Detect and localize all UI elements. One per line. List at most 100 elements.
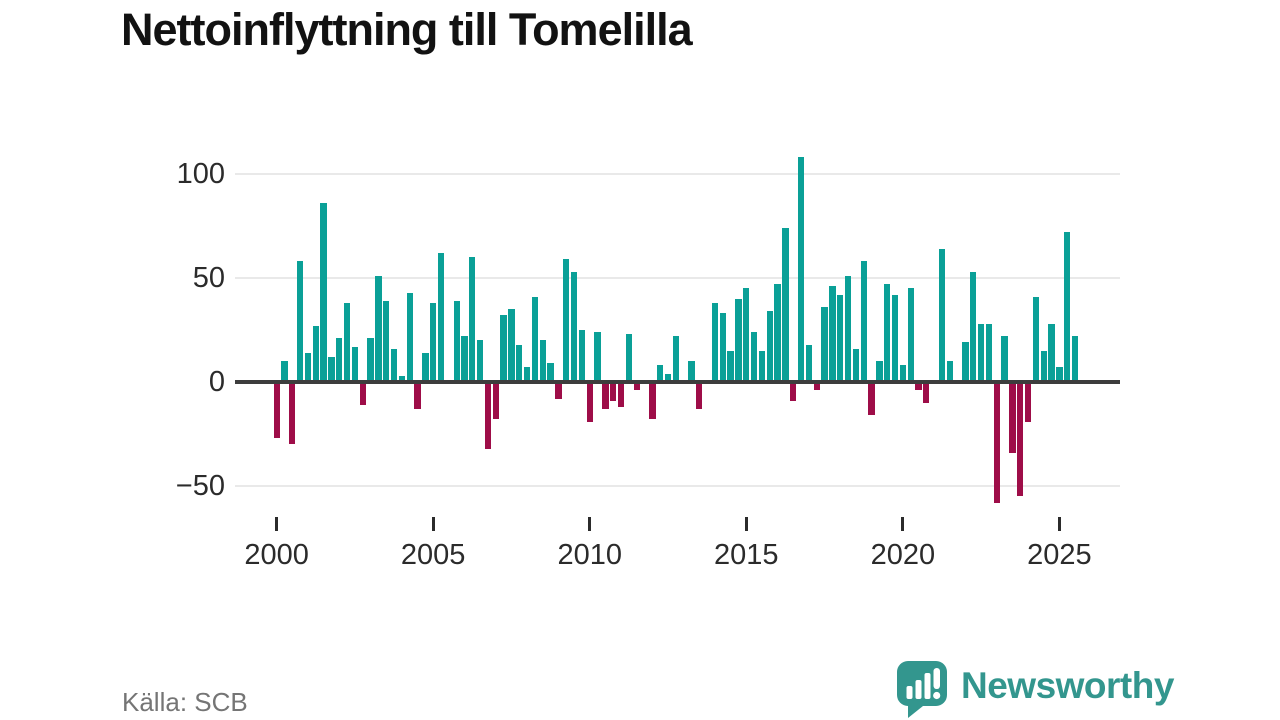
x-tick-2010 — [588, 517, 592, 531]
bar-2009-q2 — [563, 259, 570, 382]
bar-2006-q1 — [461, 336, 468, 382]
bar-2002-q4 — [359, 382, 366, 405]
bar-2018-q1 — [837, 294, 844, 382]
bar-2011-q2 — [625, 334, 633, 382]
newsworthy-logo: Newsworthy — [896, 661, 1174, 719]
bar-2013-q2 — [688, 361, 695, 382]
bar-2022-q1 — [962, 342, 969, 382]
bar-2017-q3 — [821, 307, 828, 382]
bar-2024-q3 — [1040, 350, 1047, 382]
bar-2012-q1 — [649, 382, 656, 420]
bar-2005-q2 — [437, 253, 445, 382]
bar-2020-q1 — [899, 365, 906, 382]
bar-2008-q3 — [539, 340, 546, 382]
bar-2002-q1 — [336, 338, 343, 382]
x-tick-2020 — [901, 517, 905, 531]
bar-2001-q2 — [312, 325, 319, 382]
bar-2016-q4 — [797, 157, 805, 382]
bar-2010-q3 — [602, 382, 609, 410]
bar-2011-q3 — [633, 382, 640, 391]
bar-2015-q2 — [750, 332, 758, 382]
bar-2011-q1 — [617, 382, 625, 407]
bar-2022-q2 — [970, 271, 977, 382]
bar-2007-q2 — [500, 315, 507, 382]
bar-2004-q1 — [398, 375, 406, 382]
bar-2016-q2 — [782, 228, 789, 382]
gridline-50 — [235, 277, 1120, 279]
gridline-100 — [235, 173, 1120, 175]
y-axis-label-50: 50 — [192, 262, 225, 294]
bar-2017-q1 — [805, 344, 813, 382]
bar-2010-q1 — [586, 382, 593, 422]
bar-2023-q4 — [1017, 382, 1024, 497]
bar-2014-q2 — [719, 313, 726, 382]
y-axis-label-0: 0 — [208, 366, 225, 398]
bar-2020-q3 — [915, 382, 922, 391]
bar-2021-q3 — [946, 361, 953, 382]
bar-2009-q3 — [570, 271, 578, 382]
bar-2012-q4 — [672, 336, 679, 382]
bar-2019-q4 — [891, 294, 899, 382]
bar-2005-q4 — [453, 300, 460, 382]
bar-2008-q2 — [531, 296, 539, 382]
bar-2000-q2 — [281, 361, 288, 382]
bar-2003-q2 — [375, 275, 382, 382]
bar-2008-q4 — [547, 363, 554, 382]
bar-2006-q2 — [469, 257, 476, 382]
newsworthy-logo-icon — [897, 661, 947, 718]
source-note: Källa: SCB — [122, 687, 248, 717]
x-axis-label-2010: 2010 — [557, 539, 622, 571]
bar-2002-q2 — [343, 302, 351, 382]
x-tick-2005 — [431, 517, 435, 531]
x-axis-label-2025: 2025 — [1027, 539, 1092, 571]
bar-2018-q4 — [860, 261, 867, 382]
bar-2025-q3 — [1071, 336, 1079, 382]
bar-2022-q4 — [985, 323, 993, 382]
bar-2017-q2 — [813, 382, 820, 391]
bar-2023-q3 — [1009, 382, 1016, 453]
bar-2003-q1 — [367, 338, 374, 382]
bar-2001-q3 — [320, 203, 327, 382]
bar-2004-q3 — [414, 382, 421, 410]
bar-2014-q4 — [735, 298, 742, 382]
bar-2014-q1 — [711, 302, 719, 382]
bar-2020-q2 — [907, 288, 914, 382]
bar-2012-q3 — [664, 373, 672, 382]
bar-2020-q4 — [923, 382, 930, 403]
bar-2010-q4 — [610, 382, 617, 401]
x-tick-2000 — [275, 517, 279, 531]
bar-2016-q3 — [790, 382, 797, 401]
bar-2017-q4 — [829, 286, 836, 382]
x-axis-label-2005: 2005 — [400, 539, 466, 571]
y-axis-label-100: 100 — [176, 158, 225, 190]
bar-2019-q1 — [868, 382, 875, 416]
gridline--50 — [235, 485, 1120, 487]
bar-2001-q4 — [328, 357, 335, 382]
bar-2007-q4 — [516, 344, 523, 382]
bar-2008-q1 — [523, 367, 531, 382]
x-axis-label-2000: 2000 — [244, 539, 309, 571]
bar-2006-q3 — [477, 340, 484, 382]
bar-2016-q1 — [774, 284, 781, 382]
bar-2009-q4 — [578, 330, 586, 382]
newsworthy-logo-text: Newsworthy — [961, 665, 1174, 706]
bar-2018-q3 — [852, 348, 860, 382]
x-tick-2015 — [744, 517, 748, 531]
bar-2019-q3 — [884, 284, 891, 382]
bar-2014-q3 — [727, 350, 734, 382]
x-axis-label-2020: 2020 — [870, 539, 936, 571]
bar-2010-q2 — [594, 332, 601, 382]
bar-2012-q2 — [657, 365, 664, 382]
bar-2001-q1 — [304, 352, 312, 382]
bar-2000-q4 — [296, 261, 304, 382]
x-tick-2025 — [1057, 517, 1061, 531]
bar-2007-q1 — [492, 382, 499, 420]
bar-2000-q1 — [273, 382, 280, 439]
bar-2002-q3 — [351, 346, 359, 382]
bar-2004-q2 — [406, 292, 413, 382]
bar-2000-q3 — [289, 382, 296, 445]
bar-2025-q2 — [1064, 232, 1071, 382]
bar-2025-q1 — [1056, 367, 1063, 382]
bar-2003-q4 — [390, 348, 398, 382]
bar-2015-q3 — [758, 350, 766, 382]
